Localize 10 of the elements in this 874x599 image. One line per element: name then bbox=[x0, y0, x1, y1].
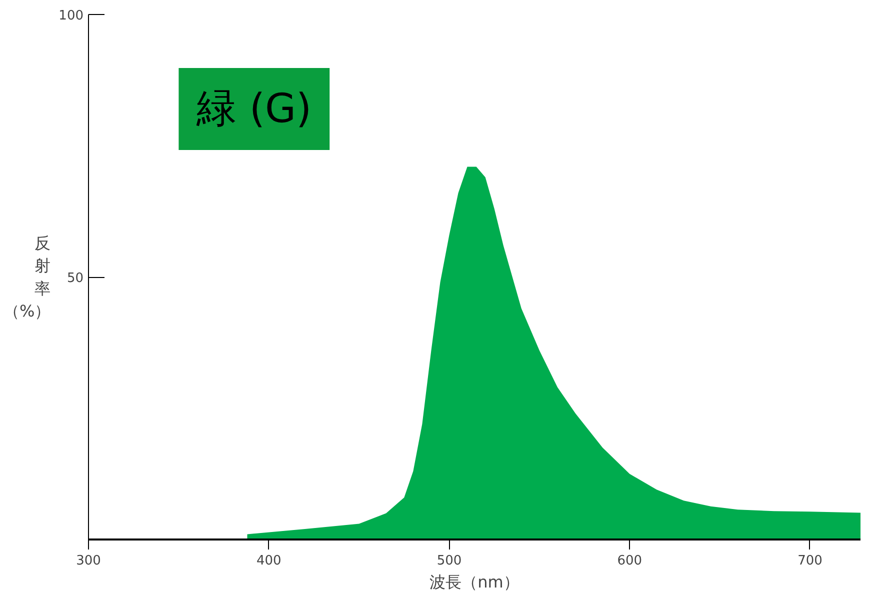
x-tick-label: 300 bbox=[76, 554, 101, 568]
x-axis-title: 波長（nm） bbox=[430, 572, 520, 592]
x-tick-label: 700 bbox=[798, 554, 822, 568]
x-tick-label: 500 bbox=[436, 554, 462, 568]
y-axis-title: 反射率（%） bbox=[3, 233, 51, 321]
text: 緑 (G) bbox=[196, 86, 312, 132]
x-tick-label: 600 bbox=[617, 554, 642, 568]
x-tick-label: 400 bbox=[256, 554, 282, 568]
y-tick-label: 50 bbox=[66, 271, 84, 286]
y-tick-label: 100 bbox=[58, 8, 84, 24]
